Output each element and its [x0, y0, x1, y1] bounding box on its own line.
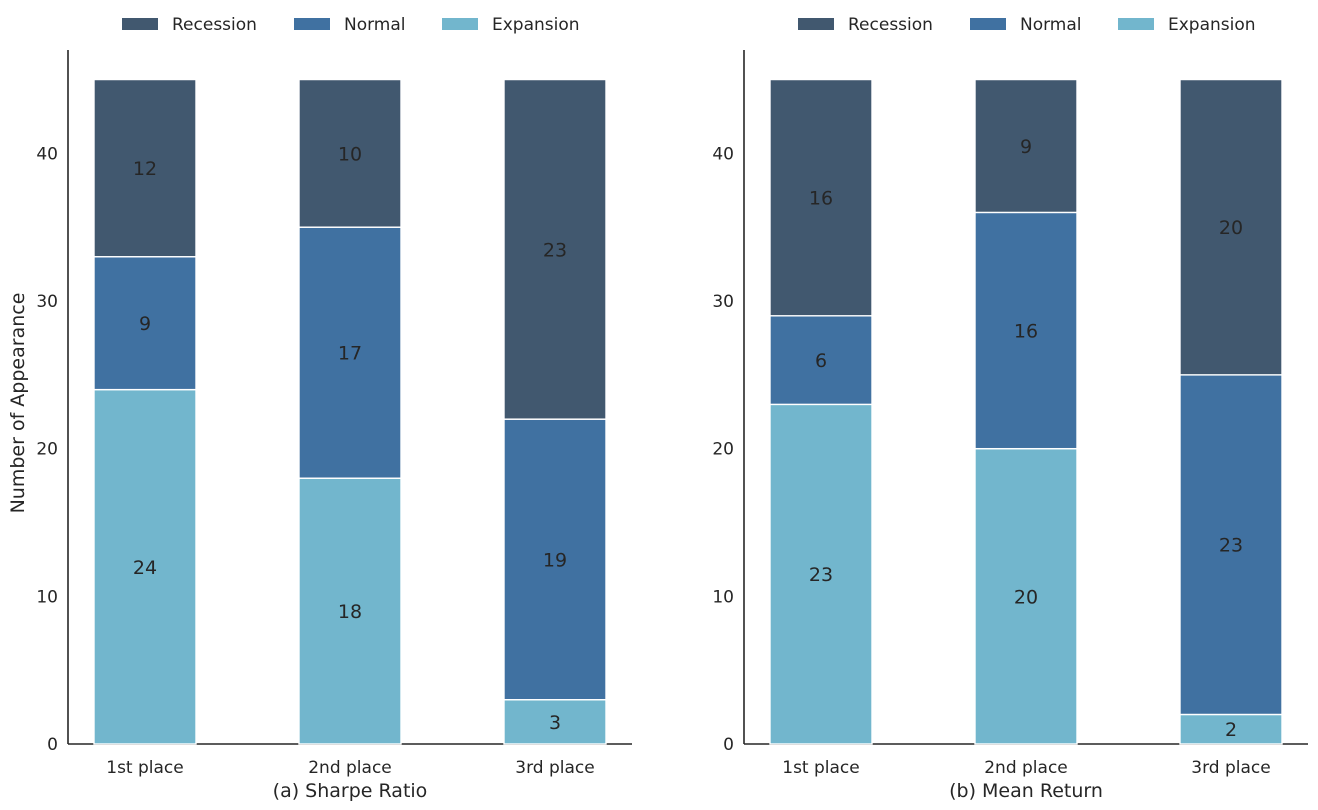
legend-swatch-normal: [294, 18, 330, 30]
data-label: 23: [543, 239, 567, 261]
data-label: 17: [338, 343, 362, 365]
data-label: 10: [338, 143, 362, 165]
y-tick-label: 30: [36, 292, 58, 312]
data-label: 9: [1020, 136, 1032, 158]
bar-segment-recession: [1179, 78, 1283, 376]
y-tick-label: 40: [36, 144, 58, 164]
bar-segment-recession: [769, 78, 873, 317]
x-tick-label: 1st place: [782, 758, 859, 778]
legend-swatch-normal: [970, 18, 1006, 30]
bar-segment-recession: [93, 78, 197, 258]
bar-segment-recession: [974, 78, 1078, 214]
data-label: 16: [1014, 321, 1038, 343]
data-label: 20: [1014, 586, 1038, 608]
data-label: 20: [1219, 217, 1243, 239]
data-label: 6: [815, 350, 827, 372]
legend-swatch-recession: [122, 18, 158, 30]
x-tick-label: 3rd place: [515, 758, 594, 778]
legend-label: Normal: [1020, 15, 1082, 35]
bar-segment-normal: [1179, 374, 1283, 716]
chart-panel-1: 0 10 20 30 40 24 9 12 1st place 18 17 10 2nd place 3 1…: [7, 15, 632, 802]
bar-segment-expansion: [503, 699, 607, 745]
y-tick-label: 20: [712, 440, 734, 460]
legend-label: Expansion: [492, 15, 580, 35]
x-tick-label: 1st place: [106, 758, 183, 778]
data-label: 2: [1225, 719, 1237, 741]
y-tick-label: 20: [36, 440, 58, 460]
x-axis-title: (a) Sharpe Ratio: [273, 780, 428, 802]
legend-label: Normal: [344, 15, 406, 35]
data-label: 18: [338, 601, 362, 623]
bar-segment-expansion: [1179, 713, 1283, 745]
legend-swatch-expansion: [1118, 18, 1154, 30]
bar-segment-expansion: [93, 388, 197, 745]
y-tick-label: 30: [712, 292, 734, 312]
legend-swatch-recession: [798, 18, 834, 30]
chart-panel-2: 0 10 20 30 40 23 6 16 1st place 20 16 9 2nd place 2 23…: [712, 15, 1308, 802]
data-label: 3: [549, 712, 561, 734]
y-tick-label: 10: [712, 587, 734, 607]
data-label: 9: [139, 313, 151, 335]
bar-segment-normal: [974, 211, 1078, 450]
bar-segment-normal: [503, 418, 607, 701]
legend: Recession Normal Expansion: [122, 15, 580, 35]
bar-segment-recession: [503, 78, 607, 420]
x-tick-label: 2nd place: [308, 758, 392, 778]
y-tick-label: 10: [36, 587, 58, 607]
x-tick-label: 3rd place: [1191, 758, 1270, 778]
legend-label: Expansion: [1168, 15, 1256, 35]
data-label: 12: [133, 158, 157, 180]
data-label: 24: [133, 557, 157, 579]
y-tick-label: 40: [712, 144, 734, 164]
x-tick-label: 2nd place: [984, 758, 1068, 778]
bar-segment-recession: [298, 78, 402, 228]
bar-segment-normal: [298, 226, 402, 479]
data-label: 16: [809, 188, 833, 210]
bar-segment-expansion: [974, 447, 1078, 745]
legend-swatch-expansion: [442, 18, 478, 30]
data-label: 23: [809, 564, 833, 586]
y-tick-label: 0: [723, 735, 734, 755]
data-label: 19: [543, 549, 567, 571]
legend-label: Recession: [848, 15, 933, 35]
bar-segment-expansion: [298, 477, 402, 745]
legend: Recession Normal Expansion: [798, 15, 1256, 35]
bar-segment-normal: [769, 315, 873, 406]
data-label: 23: [1219, 535, 1243, 557]
legend-label: Recession: [172, 15, 257, 35]
y-axis-title: Number of Appearance: [7, 293, 29, 514]
y-tick-label: 0: [47, 735, 58, 755]
x-axis-title: (b) Mean Return: [949, 780, 1103, 802]
